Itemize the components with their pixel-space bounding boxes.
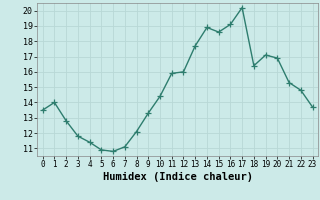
X-axis label: Humidex (Indice chaleur): Humidex (Indice chaleur) xyxy=(103,172,252,182)
